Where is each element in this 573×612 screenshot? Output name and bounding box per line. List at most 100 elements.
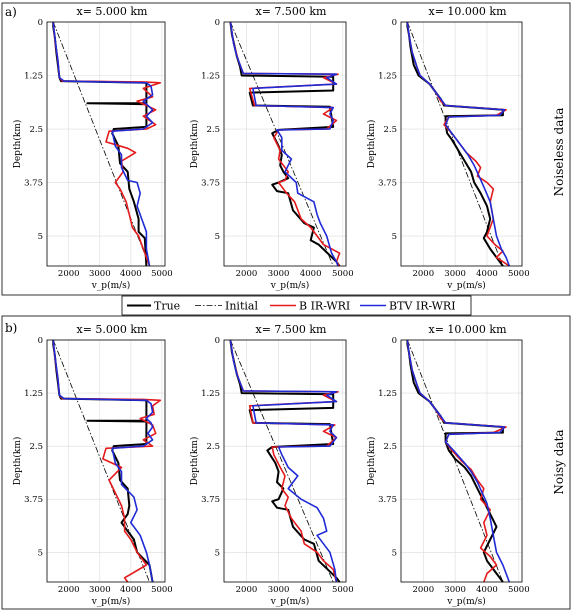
y-tick-label: 1.25 — [24, 72, 43, 82]
legend-entry-btv-ir-wri: BTV IR-WRI — [360, 300, 456, 313]
x-tick-label: 3000 — [444, 585, 466, 595]
y-tick-label: 0 — [392, 18, 397, 28]
series-true — [229, 339, 341, 583]
x-axis-label: v_p(m/s) — [270, 596, 310, 607]
panel-title: x= 5.000 km — [76, 323, 148, 336]
panel-4: 0 1.25 2.5 3.75 5 2000 3000 4000 5000 x= 5.000 km… — [12, 323, 173, 607]
legend-label-initial: Initial — [225, 300, 258, 313]
y-tick-label: 3.75 — [378, 179, 397, 189]
panel-title: x= 7.500 km — [255, 323, 327, 336]
plot-area — [401, 22, 522, 266]
series-btv-ir-wri — [229, 339, 338, 583]
y-tick-label: 5 — [392, 232, 397, 242]
x-tick-label: 4000 — [120, 269, 142, 279]
series-true — [406, 22, 504, 267]
x-tick-label: 4000 — [300, 269, 322, 279]
row-b-letter: b) — [5, 321, 17, 335]
y-tick-label: 3.75 — [24, 495, 43, 505]
y-tick-label: 2.5 — [383, 125, 397, 135]
x-axis-label: v_p(m/s) — [446, 280, 486, 291]
y-tick-label: 2.5 — [383, 442, 397, 452]
y-tick-label: 5 — [215, 232, 220, 242]
y-tick-label: 2.5 — [206, 125, 220, 135]
series-initial — [407, 339, 504, 583]
y-tick-label: 0 — [38, 336, 43, 346]
x-tick-label: 3000 — [444, 269, 466, 279]
x-tick-label: 2000 — [58, 269, 80, 279]
panel-6: 0 1.25 2.5 3.75 5 2000 3000 4000 5000 x= 10.000 k… — [366, 323, 530, 607]
x-tick-label: 4000 — [476, 585, 498, 595]
row-a-label: Noiseless data — [552, 108, 566, 197]
x-tick-label: 4000 — [476, 269, 498, 279]
y-tick-label: 3.75 — [201, 495, 220, 505]
legend: True Initial B IR-WRI BTV IR-WRI — [121, 295, 472, 316]
panel-1: 0 1.25 2.5 3.75 5 2000 3000 4000 5000 x= 5.000 km… — [12, 5, 173, 291]
y-axis-label: Depth(km) — [12, 437, 23, 486]
panel-title: x= 10.000 km — [429, 5, 508, 18]
x-tick-label: 3000 — [268, 585, 290, 595]
series-btv-ir-wri — [52, 21, 154, 267]
panel-title: x= 10.000 km — [429, 323, 508, 336]
x-tick-label: 4000 — [120, 585, 142, 595]
panel-5: 0 1.25 2.5 3.75 5 2000 3000 4000 5000 x= 7.500 km… — [189, 323, 354, 607]
legend-label-b-ir-wri: B IR-WRI — [299, 300, 350, 313]
x-tick-label: 5000 — [508, 269, 530, 279]
y-tick-label: 1.25 — [378, 72, 397, 82]
series-btv-ir-wri — [229, 21, 339, 267]
y-tick-label: 0 — [215, 18, 220, 28]
x-tick-label: 2000 — [236, 585, 258, 595]
y-tick-label: 2.5 — [206, 442, 220, 452]
y-axis-label: Depth(km) — [366, 120, 377, 169]
axes-frame — [400, 339, 523, 583]
legend-box — [121, 295, 472, 316]
series-initial — [230, 339, 334, 583]
x-tick-label: 5000 — [332, 585, 354, 595]
y-axis-label: Depth(km) — [189, 120, 200, 169]
y-tick-label: 0 — [215, 336, 220, 346]
legend-entry-initial: Initial — [195, 300, 258, 313]
y-tick-label: 1.25 — [201, 389, 220, 399]
y-tick-label: 5 — [392, 548, 397, 558]
x-axis-label: v_p(m/s) — [91, 596, 131, 607]
panel-3: 0 1.25 2.5 3.75 5 2000 3000 4000 5000 x= 10.000 k… — [366, 5, 530, 291]
y-tick-label: 3.75 — [378, 495, 397, 505]
axes-frame — [46, 21, 166, 267]
y-tick-label: 3.75 — [24, 179, 43, 189]
x-tick-label: 2000 — [236, 269, 258, 279]
row-a-frame — [1, 2, 571, 296]
axes-frame — [46, 339, 166, 583]
y-tick-label: 5 — [215, 548, 220, 558]
row-a-letter: a) — [5, 5, 17, 19]
x-axis-label: v_p(m/s) — [446, 596, 486, 607]
x-tick-label: 5000 — [151, 585, 173, 595]
y-axis-label: Depth(km) — [12, 120, 23, 169]
legend-label-true: True — [154, 300, 180, 313]
row-b-frame — [1, 315, 571, 610]
x-tick-label: 2000 — [412, 585, 434, 595]
plot-area — [47, 22, 165, 266]
panel-title: x= 7.500 km — [255, 5, 327, 18]
x-tick-label: 5000 — [508, 585, 530, 595]
series-btv-ir-wri — [52, 339, 154, 583]
panel-title: x= 5.000 km — [76, 5, 148, 18]
x-tick-label: 5000 — [332, 269, 354, 279]
x-tick-label: 2000 — [412, 269, 434, 279]
y-tick-label: 5 — [38, 232, 43, 242]
panel-2: 0 1.25 2.5 3.75 5 2000 3000 4000 5000 x= 7.500 km… — [189, 5, 354, 291]
y-tick-label: 0 — [392, 336, 397, 346]
legend-label-btv-ir-wri: BTV IR-WRI — [389, 300, 456, 313]
y-tick-label: 0 — [38, 18, 43, 28]
x-tick-label: 5000 — [151, 269, 173, 279]
axes-frame — [223, 339, 347, 583]
y-tick-label: 2.5 — [29, 442, 43, 452]
row-b-label: Noisy data — [552, 429, 566, 494]
series-btv-ir-wri — [406, 339, 511, 583]
series-initial — [52, 21, 150, 267]
axes-frame — [400, 21, 523, 267]
x-tick-label: 4000 — [300, 585, 322, 595]
x-tick-label: 2000 — [58, 585, 80, 595]
x-axis-label: v_p(m/s) — [270, 280, 310, 291]
legend-entry-true: True — [127, 300, 180, 313]
